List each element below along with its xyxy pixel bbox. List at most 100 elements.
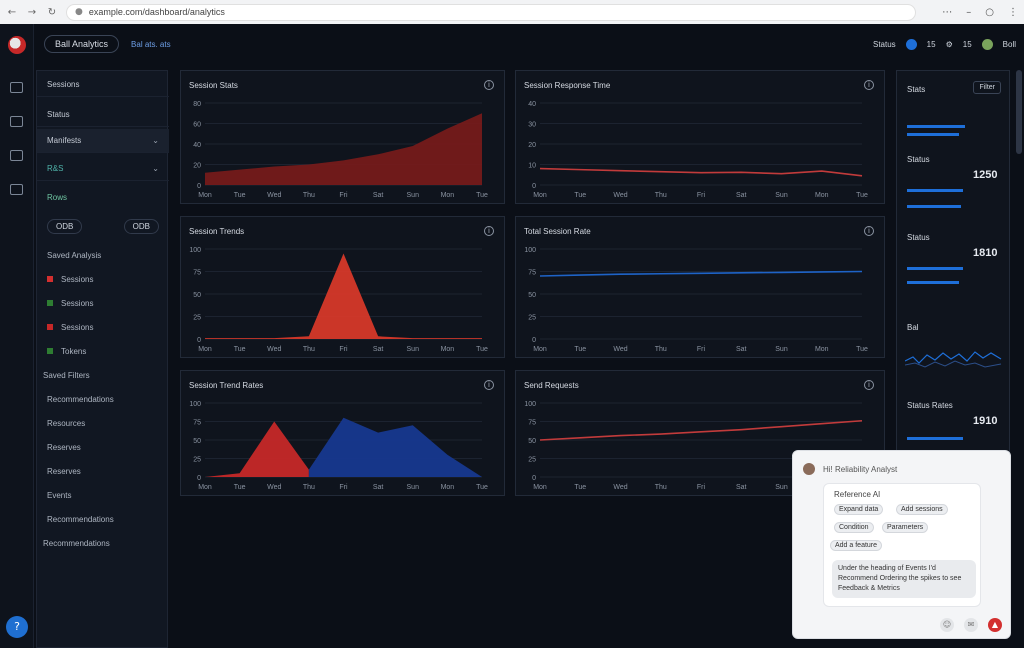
settings-icon[interactable]: ⚙ bbox=[945, 39, 953, 49]
y-tick-label: 100 bbox=[189, 247, 201, 254]
chevron-down-icon[interactable]: ⌄ bbox=[152, 164, 159, 173]
x-tick-label: Tue bbox=[476, 484, 488, 491]
info-icon[interactable]: i bbox=[484, 80, 494, 90]
saved-analysis-heading: Saved Analysis bbox=[47, 251, 102, 260]
x-tick-label: Wed bbox=[267, 484, 281, 491]
status-label[interactable]: Status bbox=[872, 39, 896, 49]
y-tick-label: 100 bbox=[524, 247, 536, 254]
chevron-down-icon[interactable]: ⌄ bbox=[152, 136, 159, 145]
sidebar-item-status[interactable]: Status bbox=[37, 103, 169, 127]
x-tick-label: Tue bbox=[234, 192, 246, 199]
panel-title: Session Stats bbox=[189, 81, 238, 90]
panel-title: Session Trend Rates bbox=[189, 381, 264, 390]
sidebar-item-rs[interactable]: R&S ⌄ bbox=[37, 157, 169, 181]
dashboard-icon[interactable] bbox=[10, 82, 23, 93]
stat-bar bbox=[907, 205, 961, 208]
sidebar-link[interactable]: Reserves bbox=[47, 443, 81, 452]
suggestion-chip[interactable]: Add a feature bbox=[830, 540, 883, 551]
emoji-icon[interactable]: ☺ bbox=[940, 618, 954, 632]
x-tick-label: Fri bbox=[697, 484, 706, 491]
assistant-avatar bbox=[803, 463, 815, 475]
chat-intro: Reference AI bbox=[834, 490, 881, 499]
x-tick-label: Wed bbox=[613, 484, 627, 491]
x-tick-label: Tue bbox=[476, 346, 488, 353]
sidebar-item-label: Manifests bbox=[47, 136, 82, 145]
info-icon[interactable]: i bbox=[864, 380, 874, 390]
documents-icon[interactable] bbox=[10, 116, 23, 127]
help-icon[interactable]: ? bbox=[6, 616, 28, 638]
sidebar-link[interactable]: Resources bbox=[47, 419, 86, 428]
line-series bbox=[539, 419, 863, 441]
info-icon[interactable]: i bbox=[484, 380, 494, 390]
avatar[interactable] bbox=[981, 38, 993, 50]
suggestion-chip[interactable]: Parameters bbox=[882, 522, 929, 533]
grid-icon[interactable] bbox=[10, 184, 23, 195]
x-tick-label: Thu bbox=[655, 192, 667, 199]
legend-item[interactable]: Tokens bbox=[47, 347, 86, 356]
area-series-2 bbox=[308, 417, 482, 477]
app-name-button[interactable]: Ball Analytics bbox=[44, 35, 120, 53]
chart-svg: 0 10 20 30 40 Mon Tue Wed Thu Fri Sat Sun Mon Tue bbox=[528, 101, 868, 199]
x-tick-label: Thu bbox=[655, 484, 667, 491]
attach-icon[interactable]: ✉ bbox=[964, 618, 978, 632]
sidebar-item-label: R&S bbox=[47, 164, 64, 173]
y-tick-label: 0 bbox=[532, 183, 536, 190]
stats-section-label: Status bbox=[907, 233, 930, 242]
sidebar-item-manifests[interactable]: Manifests ⌄ bbox=[37, 129, 169, 153]
sidebar-footer-link[interactable]: Recommendations bbox=[43, 539, 110, 548]
send-icon[interactable]: ▲ bbox=[988, 618, 1002, 632]
legend-swatch bbox=[47, 276, 53, 282]
sidebar-link[interactable]: Reserves bbox=[47, 467, 81, 476]
address-bar[interactable]: ● example.com/dashboard/analytics bbox=[66, 3, 916, 21]
forward-icon[interactable]: → bbox=[27, 6, 37, 18]
app-logo-icon[interactable] bbox=[8, 36, 26, 54]
browser-toolbar: ← → ↻ ● example.com/dashboard/analytics … bbox=[0, 0, 1024, 24]
clock-label: 15 bbox=[962, 39, 972, 49]
x-tick-label: Tue bbox=[476, 192, 488, 199]
extensions-icon[interactable]: ⋯ bbox=[942, 6, 953, 18]
notification-icon[interactable] bbox=[905, 38, 917, 50]
chart-panel-trend-rates: Session Trend Rates i 0 25 50 75 100 Mon Tue We… bbox=[180, 370, 505, 496]
legend-item[interactable]: Sessions bbox=[47, 323, 93, 332]
suggestion-chip[interactable]: Expand data bbox=[834, 504, 884, 515]
sidebar-link[interactable]: Recommendations bbox=[47, 395, 114, 404]
x-tick-label: Sun bbox=[407, 484, 420, 491]
profile-icon[interactable]: ○ bbox=[985, 6, 994, 18]
sidebar-link[interactable]: Recommendations bbox=[47, 515, 114, 524]
stat-bar bbox=[907, 125, 965, 128]
legend-item[interactable]: Sessions bbox=[47, 275, 93, 284]
y-tick-label: 40 bbox=[193, 142, 201, 149]
x-tick-label: Mon bbox=[198, 484, 212, 491]
filter-button[interactable]: Filter bbox=[973, 81, 1001, 94]
calendar-icon[interactable] bbox=[10, 150, 23, 161]
x-tick-label: Mon bbox=[198, 192, 212, 199]
suggestion-chip[interactable]: Condition bbox=[834, 522, 874, 533]
suggestion-chip[interactable]: Add sessions bbox=[896, 504, 948, 515]
sidebar-link[interactable]: Events bbox=[47, 491, 72, 500]
toggle-left-button[interactable]: ODB bbox=[47, 218, 83, 234]
menu-icon[interactable]: ⋮ bbox=[1008, 6, 1018, 18]
y-tick-label: 75 bbox=[528, 270, 536, 277]
toggle-right-button[interactable]: ODB bbox=[123, 218, 159, 234]
x-tick-label: Sun bbox=[775, 192, 788, 199]
stats-section-label: Status Rates bbox=[907, 401, 953, 410]
legend-item[interactable]: Sessions bbox=[47, 299, 93, 308]
info-icon[interactable]: i bbox=[864, 226, 874, 236]
x-tick-label: Sun bbox=[775, 484, 788, 491]
profile-name[interactable]: Boll bbox=[1002, 39, 1016, 49]
reload-icon[interactable]: ↻ bbox=[47, 6, 57, 18]
info-icon[interactable]: i bbox=[484, 226, 494, 236]
y-tick-label: 50 bbox=[528, 438, 536, 445]
sidebar-section-label: Sessions bbox=[47, 80, 80, 89]
page-scrollbar[interactable] bbox=[1016, 70, 1022, 154]
x-tick-label: Sat bbox=[736, 192, 747, 199]
chart-panel-total-session-rate: Total Session Rate i 0 25 50 75 100 Mon Tue Wed… bbox=[515, 216, 885, 358]
sidebar-item-rows[interactable]: Rows bbox=[37, 185, 169, 209]
minimize-icon[interactable]: – bbox=[966, 6, 972, 18]
info-icon[interactable]: i bbox=[864, 80, 874, 90]
x-tick-label: Mon bbox=[815, 346, 829, 353]
back-icon[interactable]: ← bbox=[7, 6, 17, 18]
stats-value: 1910 bbox=[973, 415, 998, 427]
y-tick-label: 50 bbox=[193, 292, 201, 299]
y-tick-label: 25 bbox=[193, 457, 201, 464]
